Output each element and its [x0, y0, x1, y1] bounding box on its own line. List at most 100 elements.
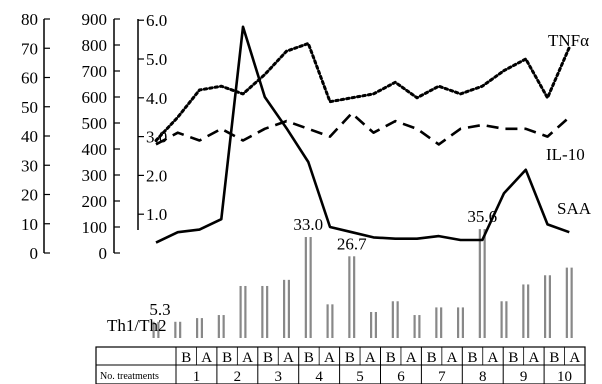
table-phase-label: A [447, 350, 458, 366]
th1th2-bar [283, 279, 290, 338]
series-label: TNFα [548, 31, 589, 50]
table-header-label: No. treatments [100, 371, 159, 382]
axis-2-tick-label: 800 [82, 36, 108, 55]
table-treatment-label: 1 [193, 369, 201, 384]
th1th2-bar-right [418, 315, 421, 338]
table-treatment-label: 7 [438, 369, 446, 384]
axis-1-tick-label: 20 [21, 186, 38, 205]
th1th2-bar [565, 267, 573, 338]
th1th2-bar-right [287, 279, 290, 338]
th1th2-bar-right [200, 318, 203, 338]
axis-1-tick-label: 60 [21, 69, 38, 88]
th1th2-bar-left [522, 284, 525, 338]
table-treatment-label: 10 [557, 369, 572, 384]
th1th2-bar [261, 285, 269, 338]
table-phase-label: B [304, 350, 314, 366]
table-phase-label: B [263, 350, 273, 366]
bar-value-label: 35.6 [467, 207, 497, 226]
th1th2-bar-left [283, 279, 286, 338]
th1th2-bar [522, 284, 530, 338]
th1th2-bar-left [239, 285, 242, 338]
table-treatment-label: 2 [234, 369, 242, 384]
th1th2-bar-right [179, 321, 182, 338]
th1th2-bar-left [413, 315, 416, 338]
th1th2-bar-left [217, 315, 220, 338]
th1th2-bar [217, 315, 225, 338]
th1th2-bar [196, 318, 203, 338]
axis-2-tick-label: 300 [82, 166, 108, 185]
table-phase-label: B [427, 350, 437, 366]
table-treatment-label: 9 [520, 369, 528, 384]
bars-layer [152, 229, 573, 338]
th1th2-bar-left [435, 307, 438, 338]
th1th2-bar-left [261, 285, 264, 338]
th1th2-bar-right [309, 237, 312, 338]
lines-layer [154, 25, 571, 244]
table-phase-label: A [488, 350, 499, 366]
th1th2-bar-right [483, 229, 486, 338]
series-label: IL-10 [546, 145, 585, 164]
th1th2-bar [391, 301, 399, 338]
axis-1-tick-label: 50 [21, 98, 38, 117]
th1th2-bar-left [500, 301, 503, 338]
axis-2-tick-label: 900 [82, 10, 108, 29]
th1th2-bar-right [331, 304, 334, 338]
th1th2-bar-left [304, 237, 307, 338]
th1th2-bar-left [326, 304, 329, 338]
table-phase-label: A [283, 350, 294, 366]
axis-3-tick-label: 2.0 [146, 166, 167, 185]
th1th2-bar-right [157, 321, 160, 338]
table-phase-label: A [242, 350, 253, 366]
th1th2-bar-left [565, 267, 568, 338]
table-phase-label: A [569, 350, 580, 366]
th1th2-bar [457, 307, 464, 338]
th1th2-bar-left [370, 311, 373, 338]
th1th2-bar-left [174, 321, 177, 338]
axis-1-tick-label: 70 [21, 39, 38, 58]
th1th2-bar-right [527, 284, 530, 338]
th1th2-bar [348, 256, 356, 338]
table-phase-label: B [181, 350, 191, 366]
th1th2-bar-right [461, 307, 464, 338]
th1th2-bar-right [244, 285, 247, 338]
axis-3-tick-label: 4.0 [146, 89, 167, 108]
labels-layer: 5.3 33.0 26.7 35.6 TNFα IL-10 SAA Th1/Th2 [107, 31, 592, 335]
th1th2-bar [174, 321, 182, 338]
axis-3-tick-label: 1.0 [146, 205, 167, 224]
th1th2-bar-right [374, 311, 377, 338]
table-phase-label: A [406, 350, 417, 366]
series-line-dotted [154, 42, 571, 142]
table-treatment-label: 3 [275, 369, 283, 384]
th1th2-bar [239, 285, 247, 338]
series-label: SAA [557, 199, 592, 218]
th1th2-bar-right [570, 267, 573, 338]
series-line-solid [155, 25, 570, 244]
th1th2-bar-right [440, 307, 443, 338]
table-phase-label: B [468, 350, 478, 366]
table-phase-label: B [508, 350, 518, 366]
th1th2-bar-right [353, 256, 356, 338]
table-phase-label: B [549, 350, 559, 366]
axis-2-tick-label: 100 [82, 218, 108, 237]
bar-value-label: 5.3 [149, 300, 170, 319]
axis-3-tick-label: 5.0 [146, 50, 167, 69]
th1th2-bar-left [478, 229, 481, 338]
table-treatment-label: 6 [397, 369, 405, 384]
table-treatment-label: 8 [479, 369, 487, 384]
th1th2-bar-right [505, 301, 508, 338]
axis-2-tick-label: 600 [82, 88, 108, 107]
th1th2-bar-left [391, 301, 394, 338]
axis-2-tick-label: 200 [82, 192, 108, 211]
table-phase-label: A [201, 350, 212, 366]
th1th2-bar [500, 301, 508, 338]
axis-1-tick-label: 0 [30, 244, 39, 263]
table-phase-label: B [345, 350, 355, 366]
th1th2-bar-left [196, 318, 199, 338]
axis-1-tick-label: 80 [21, 10, 38, 29]
th1th2-bar-right [266, 285, 269, 338]
th1th2-bar [544, 275, 551, 338]
table-phase-label: A [324, 350, 335, 366]
th1th2-bar-left [544, 275, 547, 338]
axis-1-tick-label: 10 [21, 215, 38, 234]
